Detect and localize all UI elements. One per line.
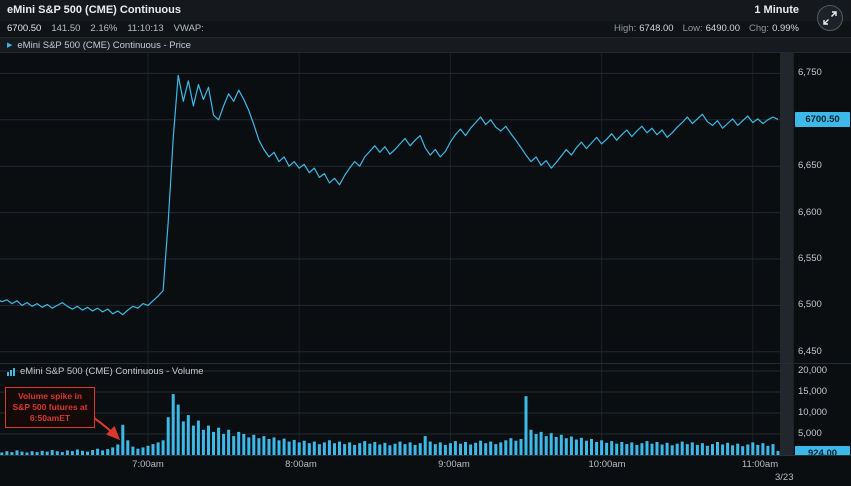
annotation-line-2: S&P 500 futures at [12,402,88,412]
volume-axis[interactable]: 20,000 15,000 10,000 5,000 924.00 [793,363,851,461]
interval-label[interactable]: 1 Minute [754,4,799,16]
vwap-label: VWAP: [173,23,204,34]
time-tick: 9:00am [438,459,470,470]
price-tick: 6,600 [798,207,822,218]
price-change: 141.50 [51,23,81,34]
price-panel-label: eMini S&P 500 (CME) Continuous - Price [17,39,191,51]
annotation-line-1: Volume spike in [17,391,83,401]
price-line [0,74,779,316]
time-tick: 11:00am [741,459,779,470]
volume-tick: 20,000 [798,365,828,376]
time-axis[interactable]: 7:00am 8:00am 9:00am 10:00am 11:00am 3/2… [0,455,851,486]
current-bar-highlight [780,53,793,455]
volume-grid [0,363,793,455]
low-label: Low: [682,23,703,34]
price-change-pct: 2.16% [90,23,118,34]
quote-stats: 6700.50 141.50 2.16% 11:10:13 VWAP: [7,23,204,34]
expand-button[interactable] [817,5,843,31]
high-value: 6748.00 [639,23,674,34]
panel-separator [0,363,851,364]
last-price-badge: 6700.50 [795,112,850,127]
quote-time: 11:10:13 [127,23,164,34]
high-label: High: [614,23,637,34]
price-tick: 6,650 [798,160,822,171]
price-tick: 6,550 [798,253,822,264]
time-tick: 7:00am [132,459,164,470]
price-tick: 6,750 [798,67,822,78]
last-price: 6700.50 [7,23,42,34]
annotation-arrow [93,417,121,441]
price-panel-header: ▶ eMini S&P 500 (CME) Continuous - Price [0,37,851,53]
statsbar: 6700.50 141.50 2.16% 11:10:13 VWAP: High… [0,21,851,37]
time-tick: 8:00am [285,459,317,470]
annotation-line-3: 6:50amET [29,413,71,423]
chg-label: Chg: [748,23,770,34]
collapse-panel-icon[interactable]: ▶ [7,41,13,49]
date-label: 3/23 [775,472,794,483]
volume-tick: 5,000 [798,428,822,439]
time-tick: 10:00am [588,459,626,470]
volume-tick: 10,000 [798,407,828,418]
volume-panel-label-row: eMini S&P 500 (CME) Continuous - Volume [7,366,204,377]
session-stats: High: 6748.00 Low: 6490.00 Chg: 0.99% [614,23,799,34]
volume-spike-annotation[interactable]: Volume spike in S&P 500 futures at 6:50a… [5,387,95,428]
volume-bars [0,394,780,455]
price-axis[interactable]: 6,750 6,700 6,650 6,600 6,550 6,500 6,45… [793,53,851,363]
symbol-title: eMini S&P 500 (CME) Continuous [7,4,181,16]
price-grid [0,53,793,363]
price-chart[interactable] [0,53,793,363]
volume-chart[interactable] [0,363,793,455]
price-tick: 6,500 [798,299,822,310]
expand-icon [823,11,837,25]
volume-panel-label: eMini S&P 500 (CME) Continuous - Volume [20,366,204,377]
low-value: 6490.00 [705,23,740,34]
chg-value: 0.99% [772,23,799,34]
volume-tick: 15,000 [798,386,828,397]
titlebar: eMini S&P 500 (CME) Continuous 1 Minute [0,0,851,21]
volume-panel-icon [7,367,15,376]
price-tick: 6,450 [798,346,822,357]
